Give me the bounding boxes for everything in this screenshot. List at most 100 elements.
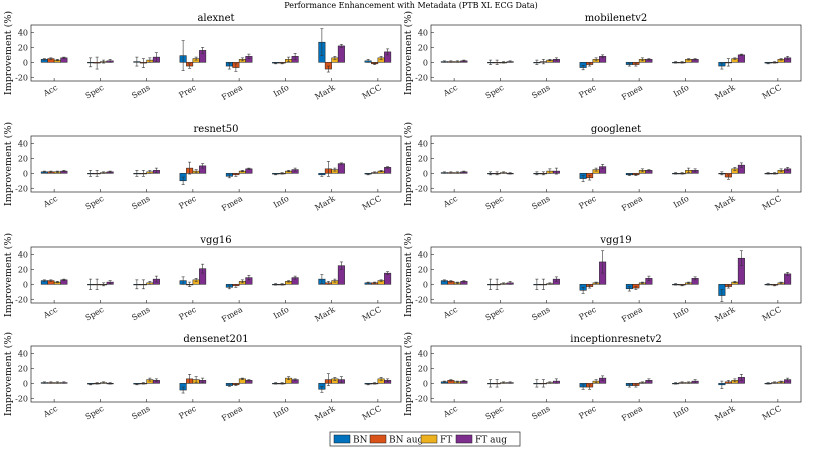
x-tick-label: MCC bbox=[761, 194, 783, 212]
x-tick-label: MCC bbox=[761, 404, 783, 422]
x-tick-label: Prec bbox=[177, 83, 198, 100]
y-tick-label: -20 bbox=[15, 184, 28, 193]
x-tick-label: Mark bbox=[713, 194, 736, 213]
axes-frame bbox=[30, 24, 402, 82]
x-tick-label: Sens bbox=[530, 83, 551, 101]
panel-title: inceptionresnetv2 bbox=[570, 334, 661, 345]
bar-ft-aug bbox=[337, 45, 345, 63]
y-tick-label: 40 bbox=[418, 250, 428, 259]
y-tick-label: 0 bbox=[423, 379, 428, 388]
panel-title: alexnet bbox=[197, 13, 234, 24]
x-tick-label: Acc bbox=[441, 83, 460, 99]
y-tick-label: 20 bbox=[18, 265, 28, 274]
y-axis-label: Improvement (%) bbox=[3, 11, 14, 95]
y-tick-label: 40 bbox=[418, 28, 428, 37]
x-tick-label: Info bbox=[672, 305, 691, 321]
y-tick-label: 0 bbox=[23, 58, 28, 67]
axes-frame bbox=[430, 345, 802, 403]
y-axis-label: Improvement (%) bbox=[403, 233, 414, 317]
panel-title: vgg19 bbox=[599, 235, 631, 246]
panel-title: densenet201 bbox=[183, 334, 248, 345]
x-tick-label: Prec bbox=[177, 194, 198, 211]
x-tick-label: MCC bbox=[761, 305, 783, 323]
y-axis-label: Improvement (%) bbox=[3, 122, 14, 206]
legend-label: FT bbox=[440, 436, 452, 446]
panel-title: vgg16 bbox=[199, 235, 231, 246]
chart-panel-resnet50: resnet50 -20 0 20 40 Improvement (%) Acc Spec Se… bbox=[3, 122, 402, 213]
x-tick-label: Mark bbox=[313, 305, 336, 324]
x-tick-label: Acc bbox=[41, 83, 60, 99]
x-tick-label: Fmea bbox=[620, 194, 644, 213]
chart-panel-googlenet: googlenet -20 0 20 40 Improvement (%) Acc Spec S… bbox=[403, 122, 802, 213]
y-tick-label: 0 bbox=[23, 280, 28, 289]
axes-frame bbox=[30, 135, 402, 193]
y-tick-label: 20 bbox=[418, 265, 428, 274]
legend: BN BN aug FT FT aug bbox=[329, 431, 521, 447]
x-tick-label: Prec bbox=[577, 404, 598, 421]
legend-label: FT aug bbox=[475, 436, 507, 446]
x-tick-label: Info bbox=[672, 194, 691, 210]
y-tick-label: 0 bbox=[423, 58, 428, 67]
legend-label: BN aug bbox=[389, 436, 424, 446]
y-tick-label: 40 bbox=[418, 139, 428, 148]
x-tick-label: Mark bbox=[713, 404, 736, 423]
y-tick-label: -20 bbox=[415, 394, 428, 403]
x-tick-label: Info bbox=[272, 404, 291, 420]
panel-title: resnet50 bbox=[194, 124, 239, 135]
x-tick-label: Spec bbox=[84, 404, 106, 422]
y-tick-label: 0 bbox=[23, 169, 28, 178]
chart-panel-alexnet: alexnet -20 0 20 40 Improvement (%) Acc Spec Sen… bbox=[3, 11, 402, 102]
y-axis-label: Improvement (%) bbox=[403, 332, 414, 416]
x-tick-label: Acc bbox=[41, 404, 60, 420]
x-tick-label: Sens bbox=[530, 404, 551, 422]
axes-frame bbox=[30, 246, 402, 304]
y-tick-label: 20 bbox=[18, 154, 28, 163]
y-tick-label: 40 bbox=[18, 349, 28, 358]
y-tick-label: 0 bbox=[23, 379, 28, 388]
x-tick-label: Acc bbox=[41, 194, 60, 210]
x-tick-label: Mark bbox=[713, 83, 736, 102]
x-tick-label: Info bbox=[672, 404, 691, 420]
axes-frame bbox=[430, 135, 802, 193]
y-tick-label: 20 bbox=[418, 364, 428, 373]
chart-panel-vgg19: vgg19 -20 0 20 40 Improvement (%) Acc Spec Sens P… bbox=[403, 233, 802, 324]
y-tick-label: 0 bbox=[423, 169, 428, 178]
x-tick-label: Info bbox=[672, 83, 691, 99]
x-tick-label: Mark bbox=[313, 194, 336, 213]
x-tick-label: Fmea bbox=[220, 404, 244, 423]
x-tick-label: MCC bbox=[361, 194, 383, 212]
y-axis-label: Improvement (%) bbox=[403, 11, 414, 95]
x-tick-label: MCC bbox=[761, 83, 783, 101]
bar-ft-aug bbox=[337, 163, 345, 174]
x-tick-label: Spec bbox=[484, 83, 506, 101]
panels: alexnet -20 0 20 40 Improvement (%) Acc Spec Sen… bbox=[3, 11, 802, 423]
legend-swatch bbox=[369, 434, 387, 444]
legend-swatch bbox=[420, 434, 438, 444]
x-tick-label: Mark bbox=[313, 83, 336, 102]
y-tick-label: 20 bbox=[418, 154, 428, 163]
x-tick-label: Sens bbox=[130, 83, 151, 101]
x-tick-label: Sens bbox=[130, 194, 151, 212]
bar-ft-aug bbox=[737, 54, 745, 63]
x-tick-label: Mark bbox=[313, 404, 336, 423]
x-tick-label: Fmea bbox=[220, 83, 244, 102]
x-tick-label: Spec bbox=[484, 305, 506, 323]
x-tick-label: Acc bbox=[441, 404, 460, 420]
x-tick-label: Fmea bbox=[620, 404, 644, 423]
x-tick-label: Prec bbox=[577, 194, 598, 211]
y-tick-label: -20 bbox=[15, 295, 28, 304]
y-tick-label: -20 bbox=[15, 73, 28, 82]
y-axis-label: Improvement (%) bbox=[3, 332, 14, 416]
y-tick-label: -20 bbox=[415, 73, 428, 82]
y-tick-label: -20 bbox=[415, 295, 428, 304]
legend-label: BN bbox=[353, 436, 368, 446]
x-tick-label: Prec bbox=[177, 305, 198, 322]
x-tick-label: Fmea bbox=[220, 194, 244, 213]
x-tick-label: Sens bbox=[130, 404, 151, 422]
x-tick-label: Prec bbox=[177, 404, 198, 421]
y-axis-label: Improvement (%) bbox=[3, 233, 14, 317]
x-tick-label: Fmea bbox=[620, 83, 644, 102]
y-tick-label: 40 bbox=[18, 139, 28, 148]
x-tick-label: MCC bbox=[361, 83, 383, 101]
